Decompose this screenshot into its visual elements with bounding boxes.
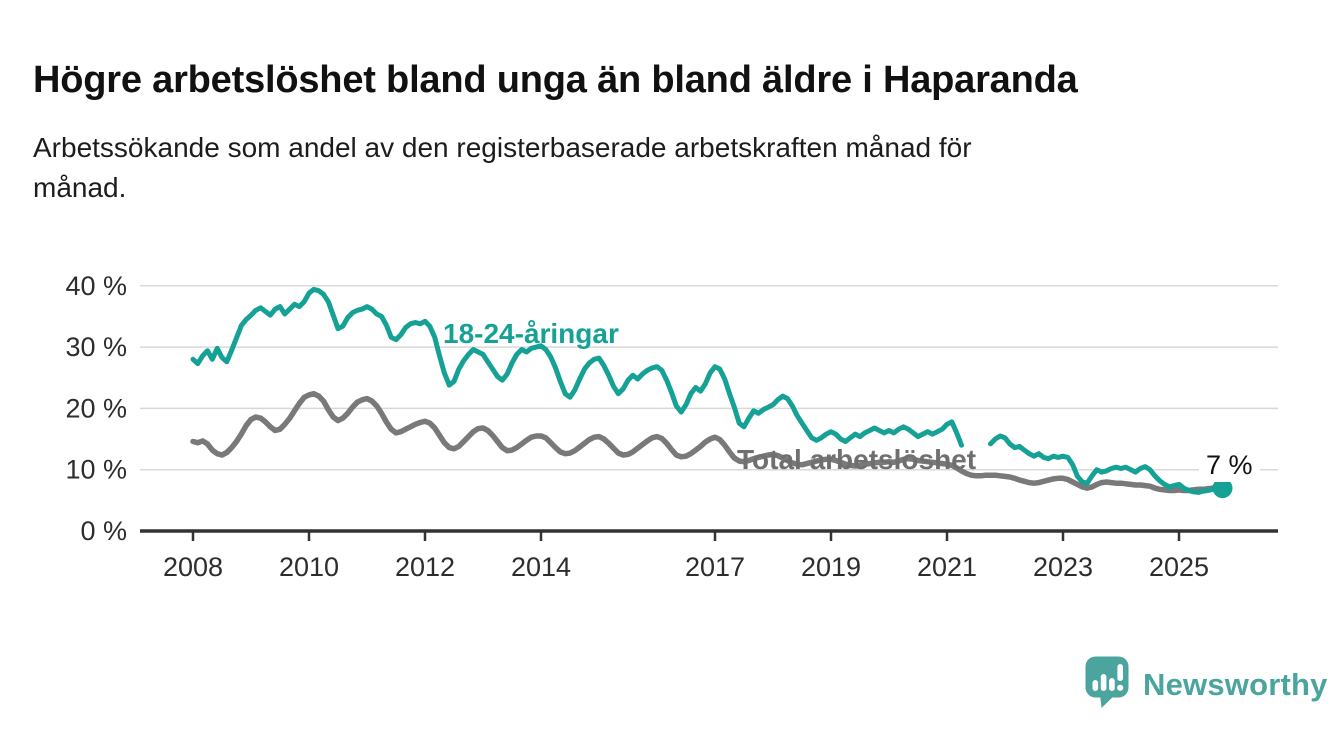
series-end-dot bbox=[1212, 478, 1233, 499]
end-value-label: 7 % bbox=[1199, 449, 1260, 482]
brand-footer: Newsworthy bbox=[1084, 655, 1328, 714]
x-axis-label: 2010 bbox=[279, 552, 339, 582]
newsworthy-logo-icon bbox=[1084, 655, 1130, 714]
y-axis-label: 40 % bbox=[65, 271, 127, 301]
series-label-young: 18-24-åringar bbox=[443, 318, 619, 349]
x-axis-label: 2023 bbox=[1033, 552, 1093, 582]
brand-name: Newsworthy bbox=[1143, 666, 1328, 702]
series-label-total: Total arbetslöshet bbox=[737, 444, 977, 475]
page-title: Högre arbetslöshet bland unga än bland ä… bbox=[33, 59, 1078, 102]
x-axis-label: 2021 bbox=[917, 552, 977, 582]
y-axis-label: 30 % bbox=[65, 332, 127, 362]
series-line-total bbox=[190, 390, 1226, 494]
x-axis-label: 2019 bbox=[801, 552, 861, 582]
y-axis-label: 0 % bbox=[80, 516, 127, 546]
subtitle-line: månad. bbox=[33, 171, 127, 203]
y-axis-label: 10 % bbox=[65, 455, 127, 485]
x-axis-label: 2012 bbox=[395, 552, 455, 582]
y-axis-label: 20 % bbox=[65, 393, 127, 423]
x-axis-label: 2017 bbox=[685, 552, 745, 582]
series-line-young bbox=[190, 286, 1225, 495]
x-axis-label: 2014 bbox=[511, 552, 571, 582]
chart-subtitle: Arbetssökande som andel av den registerb… bbox=[33, 128, 1253, 208]
x-axis-label: 2025 bbox=[1149, 552, 1209, 582]
x-axis-label: 2008 bbox=[163, 552, 223, 582]
subtitle-line: Arbetssökande som andel av den registerb… bbox=[33, 132, 972, 163]
